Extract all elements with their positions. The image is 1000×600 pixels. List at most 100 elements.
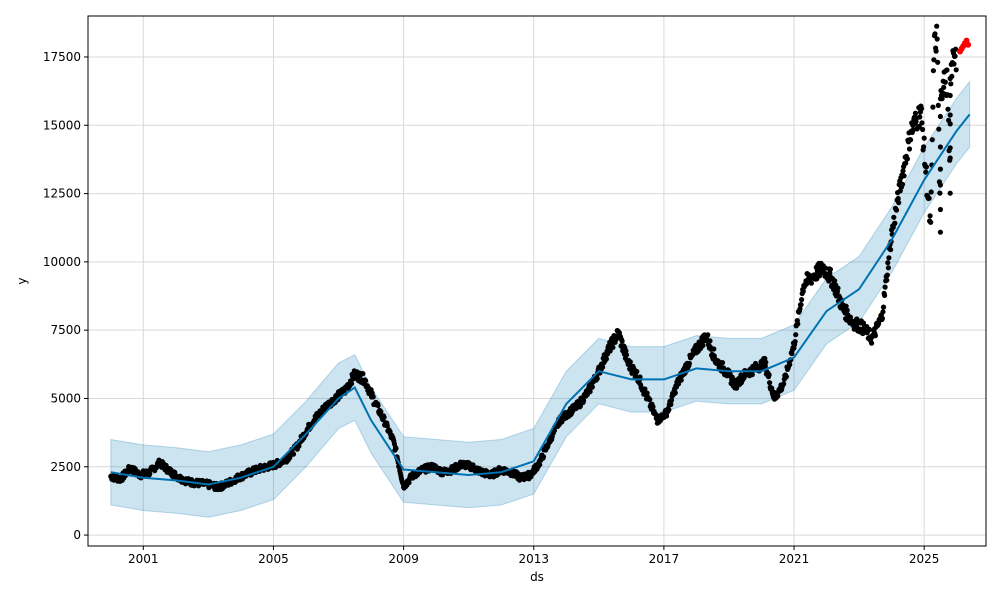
observed-point <box>711 346 717 352</box>
observed-point <box>920 126 926 133</box>
observed-point <box>589 384 595 390</box>
observed-point <box>537 462 543 468</box>
observed-point <box>847 314 854 320</box>
plot-frame <box>87 15 987 547</box>
observed-point <box>936 126 942 132</box>
observed-point <box>891 214 897 220</box>
observed-point <box>885 260 891 266</box>
observed-point <box>360 371 366 377</box>
observed-point <box>375 402 381 409</box>
y-tick-label: 2500 <box>50 460 81 474</box>
observed-point <box>937 113 944 120</box>
observed-point <box>348 381 355 387</box>
observed-point <box>600 364 606 370</box>
y-axis-ticks: 0 2500 5000 7500 10000 12500 15000 17500 <box>43 50 88 542</box>
observed-point <box>843 303 849 309</box>
observed-point <box>668 401 674 407</box>
observed-point <box>945 106 951 112</box>
observed-point <box>798 302 804 308</box>
x-axis-ticks: 2001 2005 2009 2013 2017 2021 2025 <box>128 546 939 566</box>
observed-point <box>795 321 801 327</box>
observed-point <box>952 53 958 59</box>
observed-point <box>935 102 941 108</box>
observed-point <box>869 340 875 346</box>
observed-point <box>880 309 886 315</box>
observed-point <box>931 57 937 63</box>
observed-point <box>934 23 940 29</box>
observed-point <box>827 266 834 272</box>
observed-point <box>930 104 936 110</box>
forecast-path <box>110 113 971 486</box>
y-tick-label: 15000 <box>43 118 81 132</box>
observed-point <box>766 372 772 378</box>
observed-point <box>832 278 838 284</box>
x-tick-label: 2021 <box>779 552 810 566</box>
observed-point <box>928 189 934 195</box>
observed-point <box>642 386 648 392</box>
observed-point <box>884 272 890 278</box>
recent-point <box>965 41 972 48</box>
observed-point <box>866 326 873 333</box>
observed-point <box>799 297 805 303</box>
observed-point <box>647 396 653 403</box>
observed-point <box>932 31 938 37</box>
observed-point <box>896 200 902 206</box>
observed-point <box>928 219 934 225</box>
observed-point <box>384 423 390 429</box>
observed-point <box>700 342 706 349</box>
x-tick-label: 2009 <box>388 552 419 566</box>
observed-point <box>783 374 790 380</box>
observed-point <box>929 137 935 143</box>
observed-point <box>930 68 937 74</box>
observed-point <box>927 213 933 219</box>
observed-point <box>937 190 943 196</box>
observed-point <box>393 445 399 452</box>
observed-point <box>953 67 959 73</box>
y-axis-label: y <box>15 277 29 284</box>
observed-point <box>666 407 672 413</box>
observed-point <box>901 173 907 179</box>
observed-point <box>949 73 955 79</box>
x-tick-label: 2005 <box>258 552 289 566</box>
observed-point <box>678 377 684 383</box>
observed-point <box>800 288 806 294</box>
observed-point <box>882 292 888 298</box>
observed-point <box>607 348 613 354</box>
x-axis-label: ds <box>530 570 544 584</box>
observed-point <box>797 306 803 312</box>
x-tick-label: 2001 <box>128 552 159 566</box>
observed-point <box>844 307 850 313</box>
observed-point <box>899 181 906 187</box>
observed-point <box>808 280 815 286</box>
observed-point <box>147 471 153 477</box>
observed-point <box>944 67 950 73</box>
observed-point <box>941 84 947 90</box>
observed-point <box>792 339 798 345</box>
observed-point <box>947 190 953 196</box>
observed-point <box>947 155 953 161</box>
observed-point <box>921 135 927 141</box>
observed-point <box>406 480 412 486</box>
observed-point <box>705 332 711 338</box>
observed-point <box>942 79 948 85</box>
x-tick-label: 2013 <box>518 552 549 566</box>
observed-point <box>934 36 940 42</box>
observed-point <box>921 144 927 150</box>
observed-point <box>906 146 913 152</box>
observed-point <box>381 414 387 420</box>
forecast-line <box>110 113 971 486</box>
observed-point <box>888 247 894 253</box>
observed-point <box>937 206 944 213</box>
x-tick-label: 2025 <box>909 552 940 566</box>
y-tick-label: 12500 <box>43 187 81 201</box>
y-tick-label: 17500 <box>43 50 81 64</box>
observed-point <box>623 352 630 358</box>
observed-point <box>953 46 959 52</box>
observed-point <box>296 443 302 449</box>
observed-point <box>918 106 925 112</box>
observed-point <box>668 397 675 403</box>
observed-point <box>939 96 945 102</box>
observed-point <box>775 393 781 399</box>
observed-point <box>880 304 887 310</box>
observed-point <box>762 355 768 362</box>
